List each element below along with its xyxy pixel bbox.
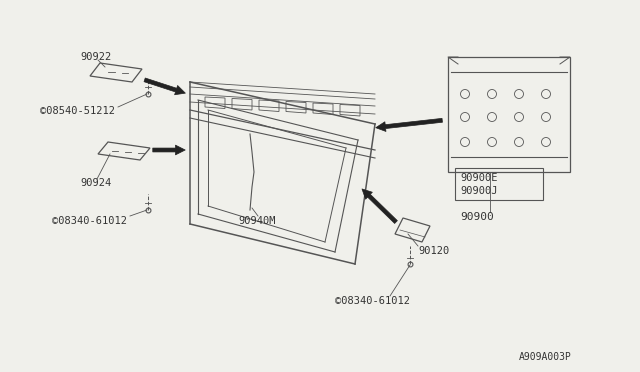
Text: 90900J: 90900J xyxy=(460,186,497,196)
Text: 90922: 90922 xyxy=(80,52,111,62)
Text: 90900E: 90900E xyxy=(460,173,497,183)
Text: 90924: 90924 xyxy=(80,178,111,188)
Text: ©08340-61012: ©08340-61012 xyxy=(52,216,127,226)
Bar xyxy=(455,168,543,200)
Text: 90940M: 90940M xyxy=(238,216,275,226)
Text: A909A003P: A909A003P xyxy=(518,352,572,362)
Text: 90900: 90900 xyxy=(460,212,493,222)
Text: ©08540-51212: ©08540-51212 xyxy=(40,106,115,116)
Text: 90120: 90120 xyxy=(418,246,449,256)
Text: ©08340-61012: ©08340-61012 xyxy=(335,296,410,306)
